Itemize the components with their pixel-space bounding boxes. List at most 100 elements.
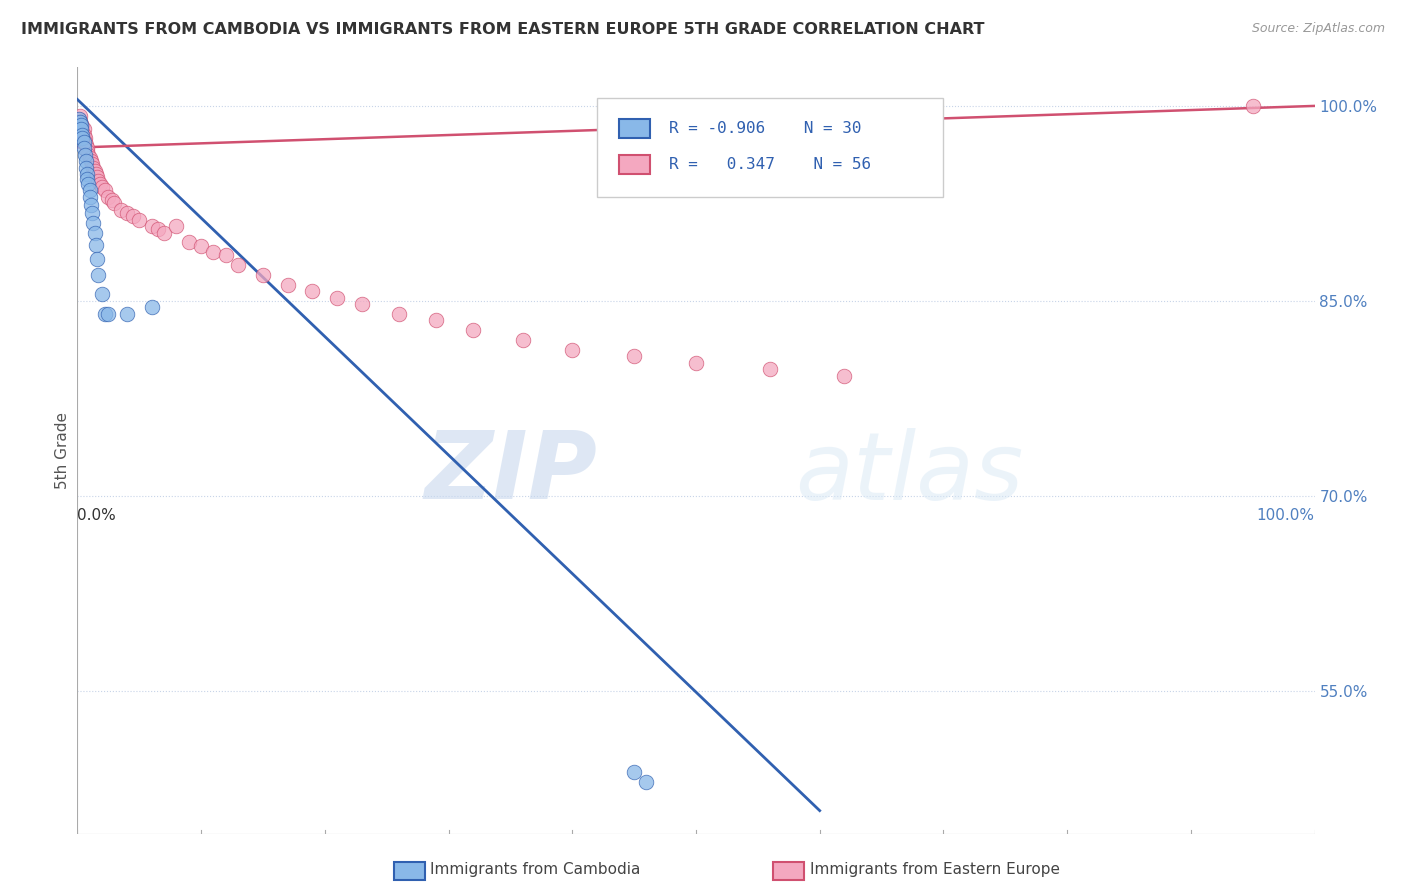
Point xyxy=(72,131,94,145)
Text: ZIP: ZIP xyxy=(425,427,598,519)
Point xyxy=(83,164,105,178)
Point xyxy=(82,216,104,230)
Point xyxy=(215,248,238,262)
Text: IMMIGRANTS FROM CAMBODIA VS IMMIGRANTS FROM EASTERN EUROPE 5TH GRADE CORRELATION: IMMIGRANTS FROM CAMBODIA VS IMMIGRANTS F… xyxy=(21,22,984,37)
Point xyxy=(252,268,274,282)
Point xyxy=(69,109,91,123)
Point xyxy=(636,775,658,789)
Point xyxy=(82,161,104,176)
Text: Immigrants from Eastern Europe: Immigrants from Eastern Europe xyxy=(810,863,1060,877)
Point xyxy=(82,157,104,171)
Point xyxy=(425,313,447,327)
Point xyxy=(75,153,97,168)
Point xyxy=(89,177,111,191)
Point xyxy=(84,238,107,252)
Point xyxy=(72,122,94,136)
Point xyxy=(685,356,707,370)
Point xyxy=(165,219,187,233)
Bar xyxy=(619,154,650,174)
Point xyxy=(91,179,114,194)
Point xyxy=(75,137,97,152)
Point xyxy=(97,190,120,204)
Point xyxy=(350,296,373,310)
Point xyxy=(79,151,101,165)
Point xyxy=(141,301,163,315)
Point xyxy=(202,244,225,259)
Point xyxy=(153,227,176,241)
Bar xyxy=(598,97,943,197)
Point xyxy=(70,122,93,136)
Point xyxy=(73,136,96,150)
Point xyxy=(103,196,125,211)
Point xyxy=(110,202,132,217)
Point xyxy=(226,258,249,272)
Point xyxy=(79,183,101,197)
Point xyxy=(67,112,90,126)
Point xyxy=(115,205,138,219)
Point xyxy=(87,268,110,282)
Point xyxy=(122,210,145,224)
Point xyxy=(72,120,94,134)
Point xyxy=(77,148,100,162)
Point xyxy=(86,252,108,267)
Text: 0.0%: 0.0% xyxy=(77,508,117,523)
Point xyxy=(70,117,93,131)
Point xyxy=(86,170,108,185)
Point xyxy=(1241,99,1264,113)
Point xyxy=(93,183,115,197)
Point xyxy=(301,284,323,298)
Point xyxy=(80,198,103,212)
Text: Source: ZipAtlas.com: Source: ZipAtlas.com xyxy=(1251,22,1385,36)
Point xyxy=(623,764,645,779)
Point xyxy=(76,140,98,154)
Point xyxy=(77,177,100,191)
Point xyxy=(146,222,169,236)
Bar xyxy=(619,119,650,138)
Point xyxy=(326,291,349,305)
Point xyxy=(76,171,98,186)
Y-axis label: 5th Grade: 5th Grade xyxy=(55,412,70,489)
Point xyxy=(75,161,97,176)
Point xyxy=(177,235,200,250)
Point xyxy=(463,322,485,336)
Point xyxy=(79,190,101,204)
Point xyxy=(190,239,212,253)
Point xyxy=(623,349,645,363)
Text: 100.0%: 100.0% xyxy=(1257,508,1315,523)
Point xyxy=(82,205,104,219)
Point xyxy=(128,213,150,227)
Point xyxy=(73,131,96,145)
Point xyxy=(834,369,856,384)
Point xyxy=(91,287,114,301)
Point xyxy=(76,145,98,159)
Point xyxy=(512,333,534,347)
Point xyxy=(67,112,90,126)
Point xyxy=(84,167,107,181)
Point xyxy=(93,307,115,321)
Point xyxy=(72,136,94,150)
Text: Immigrants from Cambodia: Immigrants from Cambodia xyxy=(430,863,641,877)
Point xyxy=(115,307,138,321)
Point xyxy=(80,153,103,168)
Point xyxy=(87,174,110,188)
Point xyxy=(76,167,98,181)
Point xyxy=(97,307,120,321)
Text: atlas: atlas xyxy=(794,428,1024,519)
Point xyxy=(72,128,94,142)
Point xyxy=(69,114,91,128)
Point xyxy=(70,119,93,133)
Point xyxy=(561,343,583,358)
Point xyxy=(73,148,96,162)
Point xyxy=(72,125,94,139)
Point xyxy=(759,361,782,376)
Point xyxy=(277,278,299,293)
Text: R =   0.347    N = 56: R = 0.347 N = 56 xyxy=(669,157,870,172)
Point xyxy=(69,114,91,128)
Point xyxy=(72,128,94,142)
Point xyxy=(101,193,124,207)
Point xyxy=(83,227,105,241)
Point xyxy=(388,307,411,321)
Point xyxy=(141,219,163,233)
Point xyxy=(72,140,94,154)
Text: R = -0.906    N = 30: R = -0.906 N = 30 xyxy=(669,120,862,136)
